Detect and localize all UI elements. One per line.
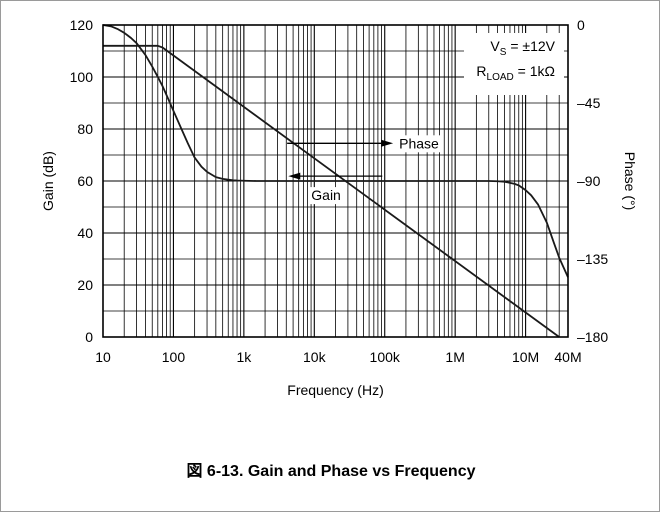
y2-tick-label: –90 bbox=[577, 173, 601, 189]
x-tick-label: 1M bbox=[445, 349, 464, 365]
y-tick-label: 40 bbox=[77, 225, 93, 241]
annotation-phase: Phase bbox=[287, 135, 444, 153]
conditions-box: VS = ±12V RLOAD = 1kΩ bbox=[464, 33, 564, 95]
annotation-gain: Gain bbox=[288, 172, 383, 205]
y2-tick-label: –135 bbox=[577, 251, 608, 267]
series-lines bbox=[102, 24, 569, 338]
annotation-label: Phase bbox=[399, 135, 439, 151]
series-line-gain bbox=[102, 24, 569, 278]
gain-phase-chart: Phase Gain 10 100 1k 10k 100k 1M 10M 40M 0 20 40 60 8… bbox=[40, 17, 638, 398]
y2-tick-label: –180 bbox=[577, 329, 608, 345]
annotation-label-background bbox=[308, 187, 348, 205]
y-tick-label: 0 bbox=[85, 329, 93, 345]
x-tick-label: 1k bbox=[236, 349, 252, 365]
axes: 10 100 1k 10k 100k 1M 10M 40M 0 20 40 60 80 100 120 0 –4… bbox=[40, 17, 638, 398]
x-tick-label: 40M bbox=[554, 349, 581, 365]
y2-tick-label: –45 bbox=[577, 95, 601, 111]
y-tick-label: 60 bbox=[77, 173, 93, 189]
x-tick-label: 10M bbox=[512, 349, 539, 365]
y2-tick-label: 0 bbox=[577, 17, 585, 33]
annotation-arrow-head bbox=[288, 172, 301, 180]
y-tick-label: 100 bbox=[70, 69, 94, 85]
plot-border bbox=[102, 24, 569, 338]
rload-condition: RLOAD = 1kΩ bbox=[476, 63, 555, 83]
annotation-arrow-head bbox=[381, 139, 394, 147]
conditions-background bbox=[464, 33, 564, 95]
x-axis-title: Frequency (Hz) bbox=[287, 382, 383, 398]
annotations: Phase Gain bbox=[287, 135, 444, 205]
y-tick-label: 20 bbox=[77, 277, 93, 293]
y-tick-label: 80 bbox=[77, 121, 93, 137]
y-axis-title: Gain (dB) bbox=[40, 151, 56, 211]
annotation-label-background bbox=[396, 135, 444, 153]
x-tick-label: 10k bbox=[303, 349, 327, 365]
series-line-phase bbox=[103, 44, 560, 338]
annotation-label: Gain bbox=[311, 187, 341, 203]
figure-caption: 図 6-13. Gain and Phase vs Frequency bbox=[186, 463, 476, 480]
y-tick-label: 120 bbox=[70, 17, 94, 33]
x-tick-label: 10 bbox=[95, 349, 111, 365]
y2-axis-title: Phase (°) bbox=[622, 152, 638, 211]
x-tick-label: 100 bbox=[162, 349, 186, 365]
vs-condition: VS = ±12V bbox=[490, 38, 555, 58]
x-tick-label: 100k bbox=[370, 349, 401, 365]
